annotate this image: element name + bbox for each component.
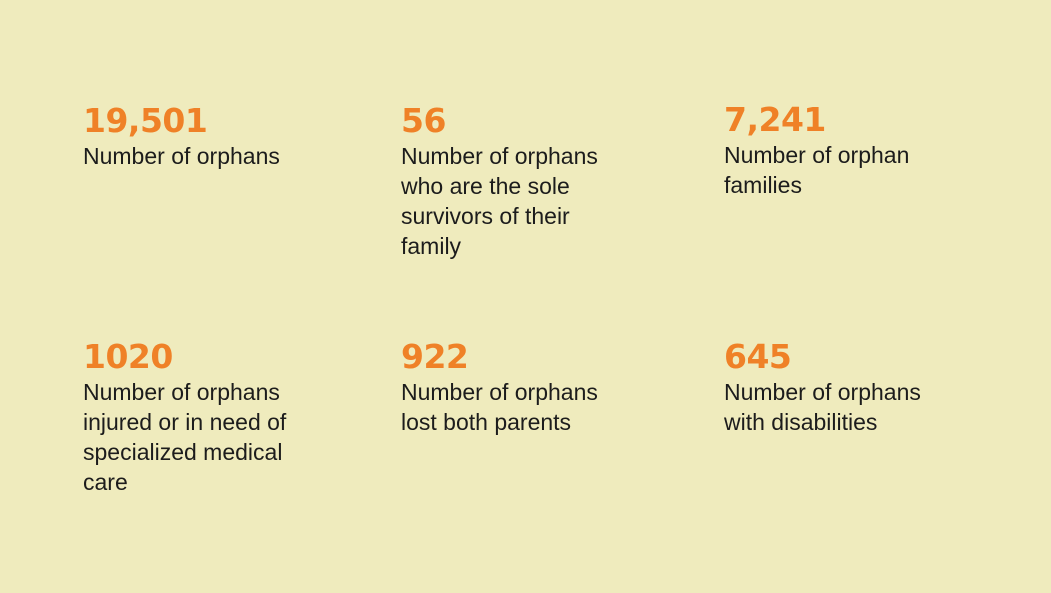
stat-value: 1020: [83, 337, 173, 376]
stat-disabilities: 645 Number of orphans with disabilities: [724, 337, 984, 437]
stat-label: Number of orphans lost both parents: [401, 379, 598, 435]
stat-orphan-families: 7,241 Number of orphan families: [724, 100, 984, 200]
stat-label: Number of orphan families: [724, 142, 910, 198]
stat-label: Number of orphans with disabilities: [724, 379, 921, 435]
stat-injured-orphans: 1020 Number of orphans injured or in nee…: [83, 337, 343, 497]
stat-value: 645: [724, 337, 792, 376]
stat-label: Number of orphans injured or in need of …: [83, 379, 287, 495]
stat-value: 922: [401, 337, 469, 376]
stat-label: Number of orphans who are the sole survi…: [401, 143, 598, 259]
stat-lost-both-parents: 922 Number of orphans lost both parents: [401, 337, 661, 437]
stat-orphans: 19,501 Number of orphans: [83, 101, 343, 171]
stat-label: Number of orphans: [83, 143, 280, 169]
stat-value: 56: [401, 101, 446, 140]
stat-value: 7,241: [724, 100, 826, 139]
stat-sole-survivors: 56 Number of orphans who are the sole su…: [401, 101, 661, 261]
stat-value: 19,501: [83, 101, 208, 140]
